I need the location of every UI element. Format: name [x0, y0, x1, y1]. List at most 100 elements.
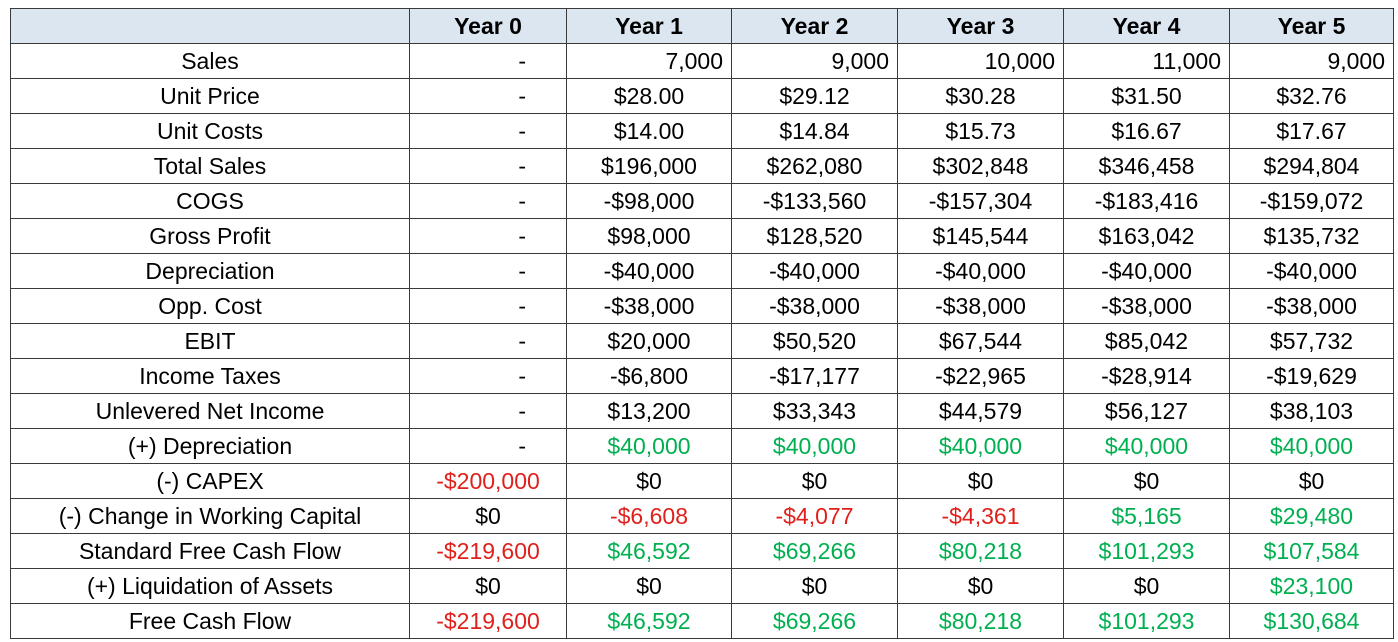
value-cell: $69,266 — [731, 603, 898, 639]
value-cell: 11,000 — [1063, 43, 1230, 79]
value-cell: $0 — [409, 568, 567, 604]
value-cell: $130,684 — [1229, 603, 1394, 639]
value-cell: -$6,800 — [566, 358, 732, 394]
value-cell: $302,848 — [897, 148, 1064, 184]
table-row: Standard Free Cash Flow -$219,600 $46,592 $… — [10, 533, 1394, 569]
value-cell: $80,218 — [897, 603, 1064, 639]
value-cell: $40,000 — [1229, 428, 1394, 464]
column-header: Year 3 — [897, 8, 1064, 44]
value-cell: -$40,000 — [1063, 253, 1230, 289]
table-row: Gross Profit - $98,000 $128,520 $145,544 $163… — [10, 218, 1394, 254]
table-row: (-) Change in Working Capital $0 -$6,608 -$… — [10, 498, 1394, 534]
value-cell: $0 — [409, 498, 567, 534]
value-cell: $14.84 — [731, 113, 898, 149]
row-label: Opp. Cost — [10, 288, 410, 324]
row-label: Total Sales — [10, 148, 410, 184]
value-cell: $38,103 — [1229, 393, 1394, 429]
value-cell: -$183,416 — [1063, 183, 1230, 219]
value-cell: $0 — [566, 568, 732, 604]
value-cell: -$28,914 — [1063, 358, 1230, 394]
value-cell: $0 — [1229, 463, 1394, 499]
value-cell: $16.67 — [1063, 113, 1230, 149]
table-row: (-) CAPEX -$200,000 $0 $0 $0 $0 $0 — [10, 463, 1394, 499]
value-cell: - — [409, 43, 567, 79]
value-cell: $101,293 — [1063, 533, 1230, 569]
table-row: Unlevered Net Income - $13,200 $33,343 $44,5… — [10, 393, 1394, 429]
column-header: Year 2 — [731, 8, 898, 44]
value-cell: - — [409, 358, 567, 394]
value-cell: -$219,600 — [409, 533, 567, 569]
value-cell: $262,080 — [731, 148, 898, 184]
table-row: Unit Costs - $14.00 $14.84 $15.73 $16.67 $17.6… — [10, 113, 1394, 149]
row-label: (+) Depreciation — [10, 428, 410, 464]
value-cell: -$38,000 — [1063, 288, 1230, 324]
value-cell: $0 — [897, 463, 1064, 499]
value-cell: $101,293 — [1063, 603, 1230, 639]
value-cell: $14.00 — [566, 113, 732, 149]
value-cell: $32.76 — [1229, 78, 1394, 114]
value-cell: - — [409, 288, 567, 324]
table-row: Income Taxes - -$6,800 -$17,177 -$22,965 -$28… — [10, 358, 1394, 394]
value-cell: 7,000 — [566, 43, 732, 79]
value-cell: 9,000 — [731, 43, 898, 79]
value-cell: - — [409, 393, 567, 429]
value-cell: $28.00 — [566, 78, 732, 114]
table-row: Sales -7,000 9,000 10,000 11,000 9,000 — [10, 43, 1394, 79]
value-cell: $17.67 — [1229, 113, 1394, 149]
value-cell: $40,000 — [566, 428, 732, 464]
cash-flow-table: Year 0 Year 1 Year 2 Year 3 Year 4 Year 5 Sal… — [10, 8, 1394, 639]
value-cell: $0 — [731, 463, 898, 499]
value-cell: $0 — [731, 568, 898, 604]
column-header: Year 1 — [566, 8, 732, 44]
row-label: Unit Costs — [10, 113, 410, 149]
value-cell: $294,804 — [1229, 148, 1394, 184]
row-label: Unit Price — [10, 78, 410, 114]
value-cell: -$98,000 — [566, 183, 732, 219]
table-row: Free Cash Flow -$219,600 $46,592 $69,266 $80… — [10, 603, 1394, 639]
value-cell: -$38,000 — [731, 288, 898, 324]
value-cell: - — [409, 183, 567, 219]
value-cell: -$200,000 — [409, 463, 567, 499]
value-cell: -$40,000 — [566, 253, 732, 289]
value-cell: $46,592 — [566, 533, 732, 569]
value-cell: $107,584 — [1229, 533, 1394, 569]
value-cell: $0 — [566, 463, 732, 499]
value-cell: -$219,600 — [409, 603, 567, 639]
value-cell: -$22,965 — [897, 358, 1064, 394]
value-cell: -$38,000 — [1229, 288, 1394, 324]
value-cell: - — [409, 218, 567, 254]
row-label: (-) CAPEX — [10, 463, 410, 499]
value-cell: -$38,000 — [897, 288, 1064, 324]
value-cell: $57,732 — [1229, 323, 1394, 359]
row-label: Unlevered Net Income — [10, 393, 410, 429]
table-row: (+) Depreciation - $40,000 $40,000 $40,000 $4… — [10, 428, 1394, 464]
value-cell: $40,000 — [1063, 428, 1230, 464]
value-cell: - — [409, 78, 567, 114]
value-cell: $163,042 — [1063, 218, 1230, 254]
value-cell: $346,458 — [1063, 148, 1230, 184]
value-cell: $29,480 — [1229, 498, 1394, 534]
value-cell: $0 — [897, 568, 1064, 604]
value-cell: $196,000 — [566, 148, 732, 184]
value-cell: -$17,177 — [731, 358, 898, 394]
value-cell: -$159,072 — [1229, 183, 1394, 219]
corner-cell — [10, 8, 410, 44]
row-label: EBIT — [10, 323, 410, 359]
row-label: Free Cash Flow — [10, 603, 410, 639]
value-cell: $23,100 — [1229, 568, 1394, 604]
header-row: Year 0 Year 1 Year 2 Year 3 Year 4 Year 5 — [10, 8, 1394, 44]
value-cell: $98,000 — [566, 218, 732, 254]
row-label: Gross Profit — [10, 218, 410, 254]
table-body: Sales -7,000 9,000 10,000 11,000 9,000 Unit Pr… — [10, 43, 1394, 639]
value-cell: $80,218 — [897, 533, 1064, 569]
value-cell: -$157,304 — [897, 183, 1064, 219]
value-cell: $33,343 — [731, 393, 898, 429]
value-cell: $145,544 — [897, 218, 1064, 254]
value-cell: $5,165 — [1063, 498, 1230, 534]
value-cell: 9,000 — [1229, 43, 1394, 79]
value-cell: $44,579 — [897, 393, 1064, 429]
value-cell: -$133,560 — [731, 183, 898, 219]
value-cell: -$38,000 — [566, 288, 732, 324]
value-cell: $85,042 — [1063, 323, 1230, 359]
